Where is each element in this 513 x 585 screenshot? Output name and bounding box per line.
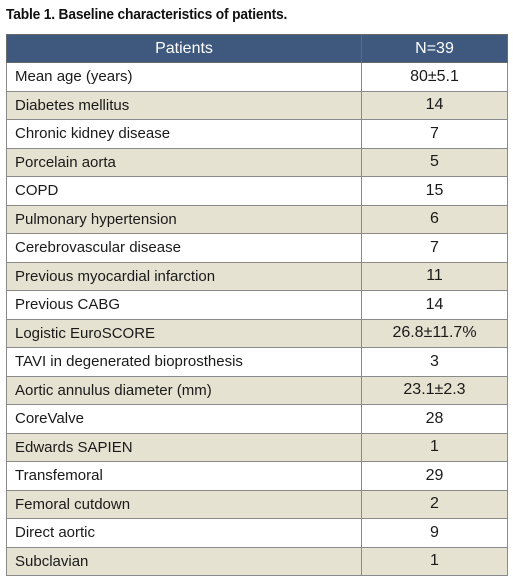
row-label: Porcelain aorta [6, 147, 362, 177]
table-row: Pulmonary hypertension 6 [6, 204, 508, 234]
table-row: TAVI in degenerated bioprosthesis 3 [6, 347, 508, 377]
row-value: 7 [361, 233, 508, 263]
table-row: Aortic annulus diameter (mm) 23.1±2.3 [6, 375, 508, 405]
table-row: CoreValve 28 [6, 404, 508, 434]
row-label: Direct aortic [6, 518, 362, 548]
row-value: 26.8±11.7% [361, 318, 508, 348]
row-label: Subclavian [6, 546, 362, 576]
table-caption: Table 1. Baseline characteristics of pat… [6, 6, 288, 23]
table-row: Previous myocardial infarction 11 [6, 261, 508, 291]
row-value: 1 [361, 546, 508, 576]
table-row: Edwards SAPIEN 1 [6, 432, 508, 462]
row-value: 80±5.1 [361, 62, 508, 92]
row-value: 2 [361, 489, 508, 519]
table-row: Subclavian 1 [6, 546, 508, 576]
row-value: 9 [361, 518, 508, 548]
row-label: TAVI in degenerated bioprosthesis [6, 347, 362, 377]
row-value: 1 [361, 432, 508, 462]
row-label: Previous CABG [6, 290, 362, 320]
row-label: Aortic annulus diameter (mm) [6, 375, 362, 405]
row-label: Mean age (years) [6, 62, 362, 92]
baseline-table-container: Patients N=39 Mean age (years) 80±5.1 Di… [6, 34, 508, 576]
row-value: 14 [361, 90, 508, 120]
table-header-row: Patients N=39 [6, 34, 508, 63]
row-value: 23.1±2.3 [361, 375, 508, 405]
row-label: Cerebrovascular disease [6, 233, 362, 263]
table-row: COPD 15 [6, 176, 508, 206]
table-row: Mean age (years) 80±5.1 [6, 62, 508, 92]
row-label: Femoral cutdown [6, 489, 362, 519]
column-header-n: N=39 [361, 34, 508, 63]
row-value: 14 [361, 290, 508, 320]
row-value: 29 [361, 461, 508, 491]
table-row: Transfemoral 29 [6, 461, 508, 491]
row-label: Previous myocardial infarction [6, 261, 362, 291]
row-label: Chronic kidney disease [6, 119, 362, 149]
row-label: Edwards SAPIEN [6, 432, 362, 462]
table-row: Porcelain aorta 5 [6, 147, 508, 177]
table-row: Logistic EuroSCORE 26.8±11.7% [6, 318, 508, 348]
table-row: Diabetes mellitus 14 [6, 90, 508, 120]
row-label: COPD [6, 176, 362, 206]
row-label: Pulmonary hypertension [6, 204, 362, 234]
row-label: Logistic EuroSCORE [6, 318, 362, 348]
table-row: Previous CABG 14 [6, 290, 508, 320]
row-label: CoreValve [6, 404, 362, 434]
table-row: Femoral cutdown 2 [6, 489, 508, 519]
table-row: Chronic kidney disease 7 [6, 119, 508, 149]
row-value: 7 [361, 119, 508, 149]
row-value: 11 [361, 261, 508, 291]
table-row: Direct aortic 9 [6, 518, 508, 548]
row-value: 28 [361, 404, 508, 434]
row-value: 15 [361, 176, 508, 206]
table-row: Cerebrovascular disease 7 [6, 233, 508, 263]
row-value: 3 [361, 347, 508, 377]
row-value: 6 [361, 204, 508, 234]
row-label: Transfemoral [6, 461, 362, 491]
baseline-characteristics-table: Patients N=39 Mean age (years) 80±5.1 Di… [6, 34, 508, 576]
row-value: 5 [361, 147, 508, 177]
row-label: Diabetes mellitus [6, 90, 362, 120]
column-header-patients: Patients [6, 34, 362, 63]
